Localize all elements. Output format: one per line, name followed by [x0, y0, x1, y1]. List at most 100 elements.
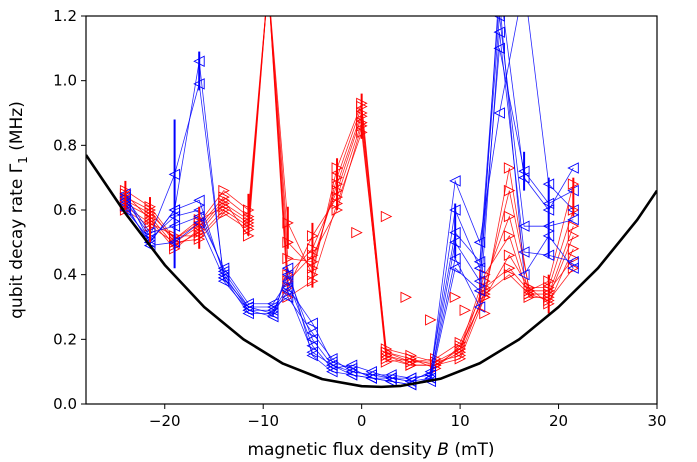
x-axis-label: magnetic flux density B (mT) [247, 440, 494, 460]
blue-series-line [125, 16, 574, 379]
blue-series-marker [473, 275, 486, 287]
blue-series-marker [493, 107, 505, 119]
y-tick-label: 0.4 [53, 266, 77, 284]
blue-series-marker [306, 317, 318, 329]
blue-series-marker [493, 26, 505, 38]
red-series-marker [380, 356, 393, 368]
red-series-marker [380, 349, 393, 362]
y-tick-label: 0.6 [53, 201, 77, 219]
x-axis-label-variable: B [437, 440, 449, 460]
red-series-line [125, 16, 574, 366]
red-series-marker [567, 252, 580, 265]
blue-series-marker [473, 262, 486, 274]
red-series-marker [567, 243, 580, 255]
y-axis-label-unit: (MHz) [7, 101, 27, 156]
red-extra-marker [459, 304, 472, 316]
plot-area [86, 16, 657, 391]
red-series-marker [503, 268, 516, 281]
red-series-marker [218, 184, 230, 197]
red-series-marker [503, 210, 516, 223]
red-series-marker [282, 252, 294, 265]
red-series-marker [503, 230, 516, 242]
blue-series-marker [567, 162, 579, 174]
blue-series-marker [404, 378, 417, 391]
blue-series-marker [281, 275, 294, 287]
blue-series-marker [281, 285, 294, 297]
lower-bound-curve [86, 154, 657, 389]
y-tick-label: 1.2 [53, 7, 77, 25]
x-tick-label: −20 [149, 412, 181, 430]
blue-series-marker [385, 375, 397, 388]
red-series-marker [405, 359, 417, 371]
y-tick-label: 1.0 [53, 72, 77, 90]
blue-series-marker [242, 307, 254, 320]
red-series-marker [503, 184, 516, 197]
red-extra-marker [380, 210, 393, 223]
blue-series-marker [449, 175, 461, 187]
blue-series-marker [281, 268, 294, 281]
blue-series-marker [518, 268, 530, 281]
x-tick-label: 10 [451, 412, 470, 430]
red-extra-marker [449, 291, 462, 304]
x-tick-label: 20 [549, 412, 568, 430]
blue-series-marker [242, 298, 254, 310]
red-series-marker [454, 343, 467, 355]
red-extra-marker [479, 307, 491, 320]
red-series-marker [218, 194, 230, 207]
blue-series-marker [326, 353, 338, 365]
blue-series-marker [493, 16, 505, 22]
blue-series-marker [306, 327, 318, 339]
blue-series-marker [267, 307, 279, 320]
blue-series-marker [473, 256, 486, 268]
y-axis-ticks: 0.0 0.2 0.4 0.6 0.8 1.0 1.2 [53, 7, 86, 413]
x-axis-label-unit: (mT) [449, 440, 495, 460]
blue-series-marker [567, 262, 579, 274]
blue-series-marker [493, 42, 505, 55]
blue-series-line [125, 16, 574, 382]
red-series-line [125, 16, 574, 369]
y-axis-label: qubit decay rate Γ1 (MHz) [7, 101, 30, 319]
blue-series-marker [365, 372, 377, 384]
y-axis-label-subscript: 1 [16, 156, 30, 164]
red-series-marker [567, 220, 580, 232]
blue-series-marker [306, 340, 318, 352]
red-series-marker [503, 162, 516, 174]
blue-series-marker [267, 298, 279, 310]
x-axis-label-text: magnetic flux density [247, 440, 437, 460]
blue-series-marker [217, 262, 230, 274]
blue-series-line [125, 32, 574, 386]
red-series-marker [430, 353, 442, 365]
red-series-marker [567, 230, 580, 242]
red-extra-marker [425, 314, 437, 326]
red-series-marker [503, 262, 516, 274]
x-tick-label: 0 [357, 412, 367, 430]
red-series-marker [454, 336, 467, 349]
blue-series-marker [567, 213, 579, 226]
blue-series-marker [567, 256, 579, 268]
y-tick-label: 0.0 [53, 395, 77, 413]
y-axis-label-text: qubit decay rate Γ [7, 163, 27, 319]
blue-series-marker [518, 220, 530, 232]
blue-series-marker [306, 346, 318, 358]
red-series-marker [218, 201, 230, 213]
blue-series-marker [424, 365, 437, 378]
blue-series-line [125, 16, 574, 379]
y-tick-label: 0.8 [53, 136, 77, 154]
blue-series-marker [518, 246, 530, 258]
blue-series-marker [345, 359, 358, 371]
blue-series-marker [281, 291, 294, 304]
blue-series-marker [217, 272, 230, 284]
x-tick-label: −10 [247, 412, 279, 430]
blue-series-marker [345, 369, 358, 381]
red-extra-marker [400, 291, 412, 304]
red-series-marker [218, 207, 230, 219]
x-tick-label: 30 [647, 412, 666, 430]
blue-series-marker [193, 194, 205, 207]
red-series-marker [503, 249, 516, 261]
blue-series-marker [473, 285, 486, 297]
blue-series-marker [326, 359, 338, 371]
red-extra-marker [351, 226, 363, 239]
blue-series-marker [365, 365, 377, 378]
